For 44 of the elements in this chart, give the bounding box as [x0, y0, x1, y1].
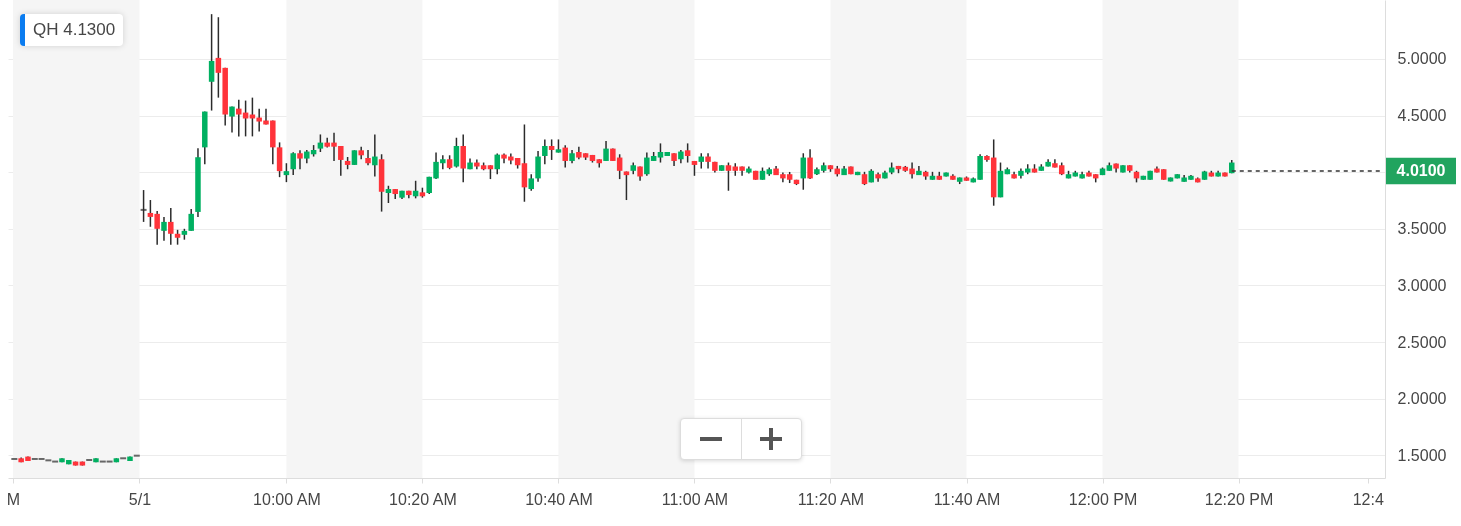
x-tick-label: M [6, 490, 21, 508]
candlestick [140, 189, 147, 223]
candlestick [283, 162, 290, 183]
x-tick-label: 10:20 AM [389, 490, 457, 508]
candlestick [725, 161, 732, 192]
y-tick-label: 1.5000 [1397, 446, 1447, 464]
candlestick [807, 148, 813, 180]
y-tick-label: 2.0000 [1397, 390, 1447, 408]
candlestick [229, 105, 235, 134]
candlestick [161, 216, 167, 242]
candlestick [535, 150, 541, 183]
x-tick-label: 11:00 AM [661, 490, 729, 508]
y-tick-label: 3.5000 [1397, 220, 1447, 238]
candlestick [460, 133, 466, 184]
x-tick-label: 12:00 PM [1068, 490, 1138, 508]
candlestick [623, 170, 630, 201]
candlestick [276, 141, 283, 178]
x-tick-label: 10:00 AM [253, 490, 321, 508]
x-tick-label: 5/1 [128, 490, 152, 508]
y-tick-label: 4.5000 [1397, 107, 1447, 125]
candlestick [372, 133, 378, 178]
candlestick [208, 13, 215, 112]
x-tick-label: 10:40 AM [525, 490, 593, 508]
y-tick-label: 3.0000 [1397, 276, 1447, 294]
x-tick-label: 11:40 AM [933, 490, 1001, 508]
annotation: QH 4.1300 [20, 14, 124, 46]
x-tick-label: 11:20 AM [797, 490, 865, 508]
candlestick [494, 152, 500, 175]
candlestick [290, 151, 296, 176]
candlestick [542, 138, 548, 165]
candlestick [188, 208, 194, 232]
y-tick-label: 2.5000 [1397, 333, 1447, 351]
candlestick [684, 142, 691, 164]
candlestick [705, 152, 711, 170]
candlestick [453, 136, 460, 169]
candlestick [603, 140, 609, 162]
candlestick [562, 144, 568, 169]
x-tick-label: 12:20 PM [1204, 490, 1274, 508]
y-tick-label: 5.0000 [1397, 50, 1447, 68]
ref-line-label: 4.0100 [1396, 162, 1446, 180]
candlestick [297, 149, 303, 170]
x-tick-label: 12:4 [1352, 490, 1384, 508]
candlestick [548, 138, 555, 161]
candlestick [168, 207, 174, 246]
